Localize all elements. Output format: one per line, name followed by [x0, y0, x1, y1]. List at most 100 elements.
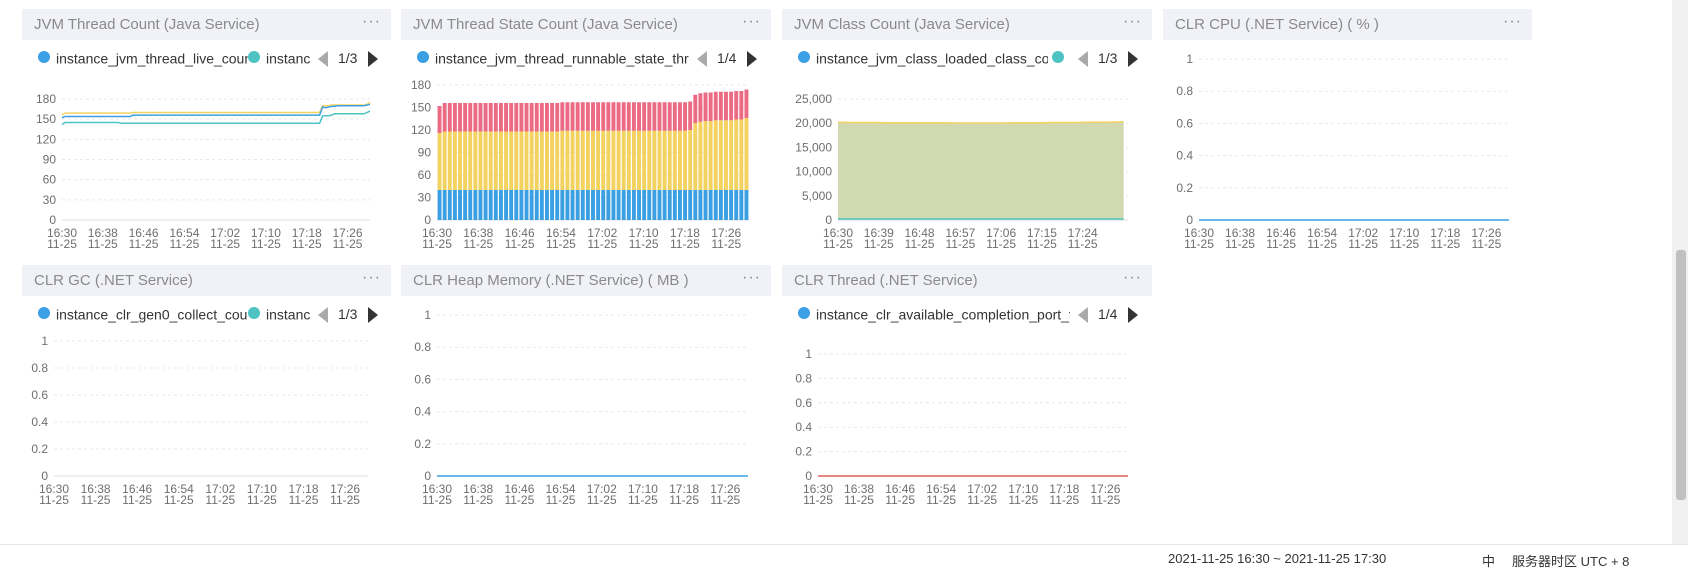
- bar: [498, 131, 503, 190]
- x-tick-label: 16:48 11-25: [905, 226, 935, 251]
- y-tick-label: 0.2: [1176, 181, 1193, 195]
- y-tick-label: 20,000: [795, 116, 832, 130]
- language-toggle[interactable]: 中: [1482, 554, 1496, 569]
- bar: [718, 91, 723, 121]
- bar: [580, 102, 585, 131]
- bar: [708, 121, 713, 190]
- y-tick-label: 1: [805, 347, 812, 361]
- bar: [677, 190, 682, 220]
- legend-item[interactable]: instance_jvm_thread_runnable_state_threa…: [417, 49, 689, 69]
- legend-item[interactable]: instance_jvm_class_loaded_class_count: [798, 49, 1048, 69]
- legend-item[interactable]: instance_clr_available_completion_port_t…: [798, 305, 1070, 325]
- legend-item[interactable]: instance_clr_gen0_collect_count: [38, 305, 248, 325]
- panel-title: CLR CPU (.NET Service) ( % ): [1175, 16, 1379, 33]
- time-range-label[interactable]: 2021-11-25 16:30 ~ 2021-11-25 17:30: [1168, 551, 1387, 566]
- y-tick-label: 0: [825, 213, 832, 227]
- more-icon[interactable]: ···: [1123, 269, 1142, 286]
- next-page-icon[interactable]: [1128, 51, 1138, 67]
- x-tick-label: 16:57 11-25: [945, 226, 975, 251]
- x-tick-label: 16:46 11-25: [122, 482, 152, 507]
- bar: [545, 131, 549, 190]
- panel-header: JVM Thread Count (Java Service) ···: [22, 9, 391, 40]
- y-tick-label: 0.2: [795, 445, 812, 459]
- x-tick-label: 17:26 11-25: [1471, 226, 1501, 251]
- panel-title: JVM Thread Count (Java Service): [34, 16, 260, 33]
- x-tick-label: 17:02 11-25: [205, 482, 235, 507]
- scrollbar-thumb[interactable]: [1676, 250, 1686, 500]
- more-icon[interactable]: ···: [362, 13, 381, 30]
- chart: 0 0.2 0.4 0.6 0.8 1 16:30 11-25 16:38 11-25 16:46 1…: [414, 308, 748, 507]
- x-tick-label: 17:26 11-25: [710, 482, 740, 507]
- x-tick-label: 16:30 11-25: [823, 226, 853, 251]
- panel-clr-gc: CLR GC (.NET Service) ··· instance_clr_g…: [22, 265, 391, 515]
- bar: [718, 120, 723, 190]
- prev-page-icon[interactable]: [1078, 307, 1088, 323]
- bar: [616, 102, 621, 131]
- panel-title: CLR GC (.NET Service): [34, 272, 193, 289]
- bar: [734, 119, 739, 190]
- more-icon[interactable]: ···: [1123, 13, 1142, 30]
- chart-legend: instance_jvm_thread_live_count instance_…: [38, 49, 385, 71]
- bar: [565, 102, 570, 131]
- legend-item[interactable]: [1052, 49, 1070, 69]
- prev-page-icon[interactable]: [318, 307, 328, 323]
- bar: [539, 103, 544, 132]
- bar: [468, 103, 473, 132]
- panel-header: JVM Class Count (Java Service) ···: [782, 9, 1152, 40]
- legend-item[interactable]: instance_jvm_thread_daemon_count: [248, 49, 310, 69]
- x-tick-label: 16:54 11-25: [546, 482, 576, 507]
- bar: [534, 190, 539, 220]
- bar: [688, 130, 693, 190]
- y-tick-label: 0.4: [414, 405, 431, 419]
- legend-label: instance_clr_available_completion_port_t…: [816, 306, 1070, 323]
- y-tick-label: 90: [418, 146, 432, 160]
- bar: [662, 102, 667, 131]
- legend-item[interactable]: instance_jvm_thread_live_count: [38, 49, 248, 69]
- bar: [509, 190, 514, 220]
- bar: [585, 190, 590, 220]
- bar: [657, 130, 662, 190]
- bar: [529, 131, 534, 190]
- prev-page-icon[interactable]: [1078, 51, 1088, 67]
- next-page-icon[interactable]: [368, 51, 378, 67]
- y-tick-label: 0.4: [795, 420, 812, 434]
- legend-dot: [798, 307, 810, 320]
- bar: [519, 131, 524, 190]
- panel-title: CLR Thread (.NET Service): [794, 272, 978, 289]
- more-icon[interactable]: ···: [362, 269, 381, 286]
- legend-item[interactable]: instance_clr_gen1_collect_count: [248, 305, 310, 325]
- bar: [585, 102, 590, 131]
- y-tick-label: 120: [411, 123, 431, 137]
- bar: [677, 102, 682, 131]
- bar: [488, 190, 493, 220]
- bar: [683, 130, 688, 190]
- more-icon[interactable]: ···: [1503, 13, 1522, 30]
- y-tick-label: 60: [418, 168, 432, 182]
- next-page-icon[interactable]: [1128, 307, 1138, 323]
- bar: [524, 103, 529, 132]
- bar: [555, 131, 560, 190]
- bar: [652, 130, 657, 190]
- y-tick-label: 0.6: [1176, 116, 1193, 130]
- next-page-icon[interactable]: [747, 51, 757, 67]
- bar: [575, 130, 580, 190]
- bar: [447, 103, 452, 132]
- next-page-icon[interactable]: [368, 307, 378, 323]
- prev-page-icon[interactable]: [697, 51, 707, 67]
- bar: [688, 190, 693, 220]
- legend-label: instance_jvm_thread_runnable_state_threa…: [435, 50, 689, 67]
- bar: [667, 190, 672, 220]
- bar: [550, 190, 555, 220]
- y-tick-label: 5,000: [802, 189, 832, 203]
- legend-pager: 1/4: [697, 49, 777, 69]
- bar: [493, 131, 498, 190]
- bar: [560, 190, 565, 220]
- prev-page-icon[interactable]: [318, 51, 328, 67]
- more-icon[interactable]: ···: [742, 13, 761, 30]
- bar: [601, 102, 606, 131]
- bar: [447, 190, 452, 220]
- bar: [647, 102, 652, 131]
- more-icon[interactable]: ···: [742, 269, 761, 286]
- x-tick-label: 17:18 11-25: [1049, 482, 1079, 507]
- chart: 0 0.2 0.4 0.6 0.8 1 16:30 11-25 16:38 11-25 16:46 1…: [795, 347, 1128, 507]
